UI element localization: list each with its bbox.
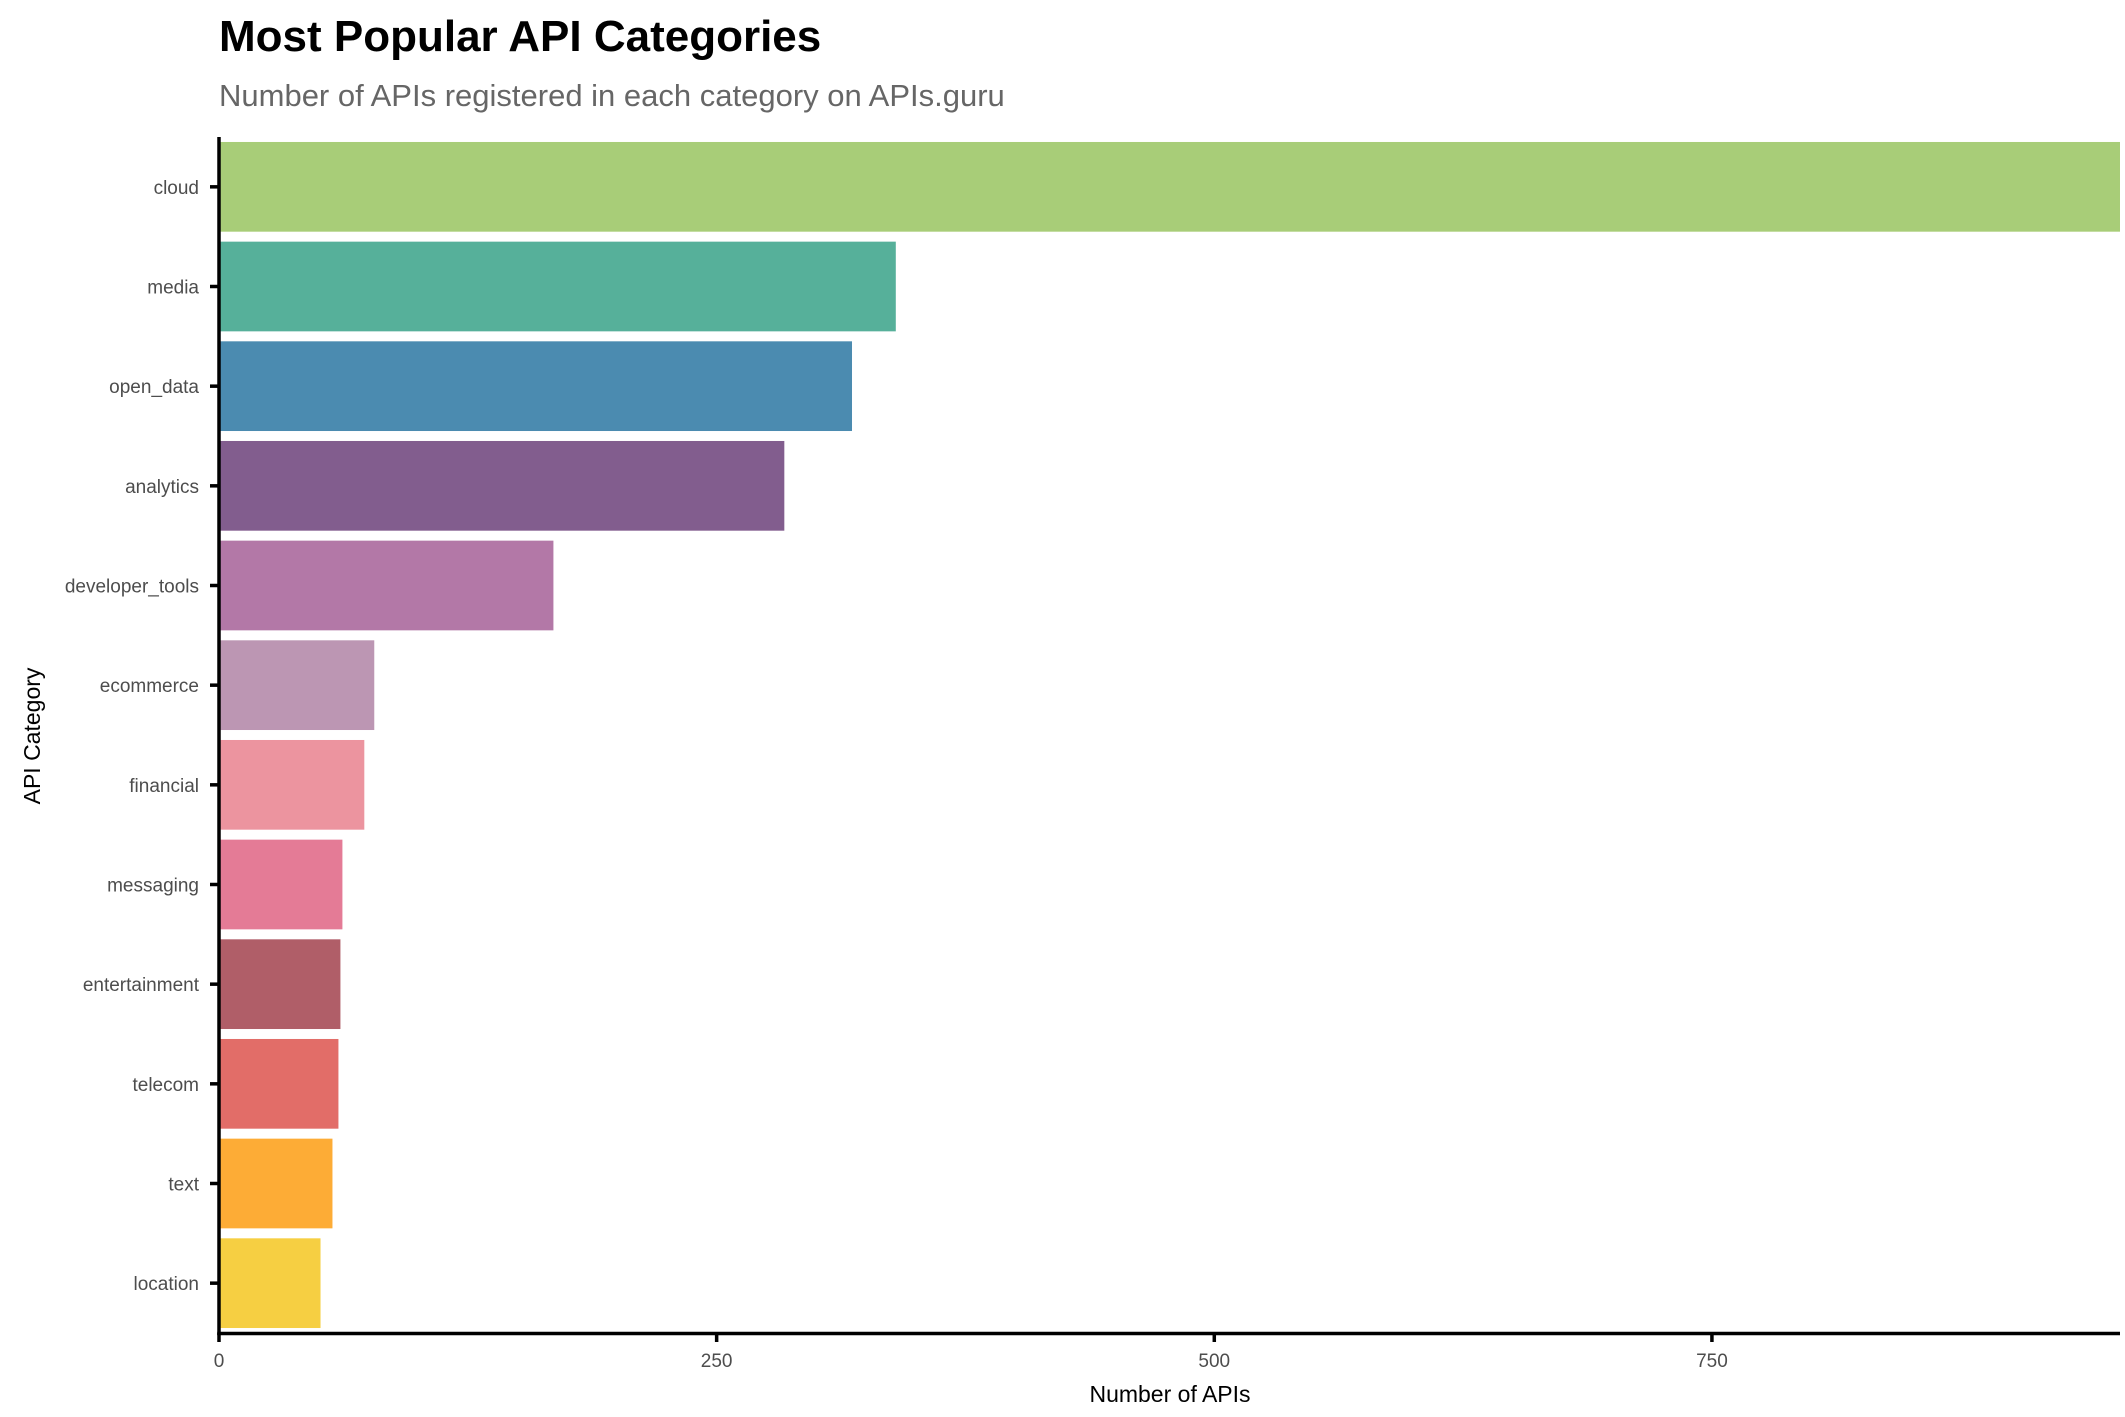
y-tick-label: financial (129, 776, 199, 797)
y-tick-label: media (147, 278, 199, 299)
bars-layer (219, 141, 2120, 1329)
chart-subtitle: Number of APIs registered in each catego… (219, 78, 1005, 113)
y-tick-label: telecom (132, 1075, 199, 1096)
bar-entertainment (219, 939, 341, 1030)
y-axis-ticks: cloud media open_data analytics developer_to… (65, 178, 219, 1295)
x-tick-label: 0 (214, 1351, 225, 1372)
bar-ecommerce (219, 640, 375, 731)
bar-financial (219, 739, 365, 830)
y-tick-label: analytics (125, 477, 199, 498)
bar-messaging (219, 839, 343, 930)
bar-developer_tools (219, 540, 554, 631)
bar-location (219, 1238, 321, 1329)
y-tick-label: text (168, 1175, 199, 1196)
chart-title: Most Popular API Categories (219, 12, 821, 61)
y-tick-label: messaging (107, 876, 199, 897)
bar-analytics (219, 440, 785, 531)
bar-telecom (219, 1038, 339, 1129)
y-tick-label: ecommerce (100, 676, 199, 697)
bar-media (219, 241, 896, 332)
y-tick-label: cloud (154, 178, 199, 199)
y-tick-label: developer_tools (65, 577, 199, 598)
x-tick-label: 250 (701, 1351, 733, 1372)
y-tick-label: entertainment (83, 975, 200, 996)
x-axis-ticks: 0 250 500 750 (214, 1333, 1728, 1372)
bar-cloud (219, 141, 2120, 232)
bar-text (219, 1138, 333, 1229)
bar-open_data (219, 341, 853, 432)
x-tick-label: 500 (1198, 1351, 1230, 1372)
x-tick-label: 750 (1696, 1351, 1728, 1372)
y-axis-title: API Category (19, 667, 45, 804)
y-tick-label: open_data (109, 377, 199, 398)
y-tick-label: location (134, 1274, 200, 1295)
x-axis-title: Number of APIs (1089, 1381, 1250, 1407)
